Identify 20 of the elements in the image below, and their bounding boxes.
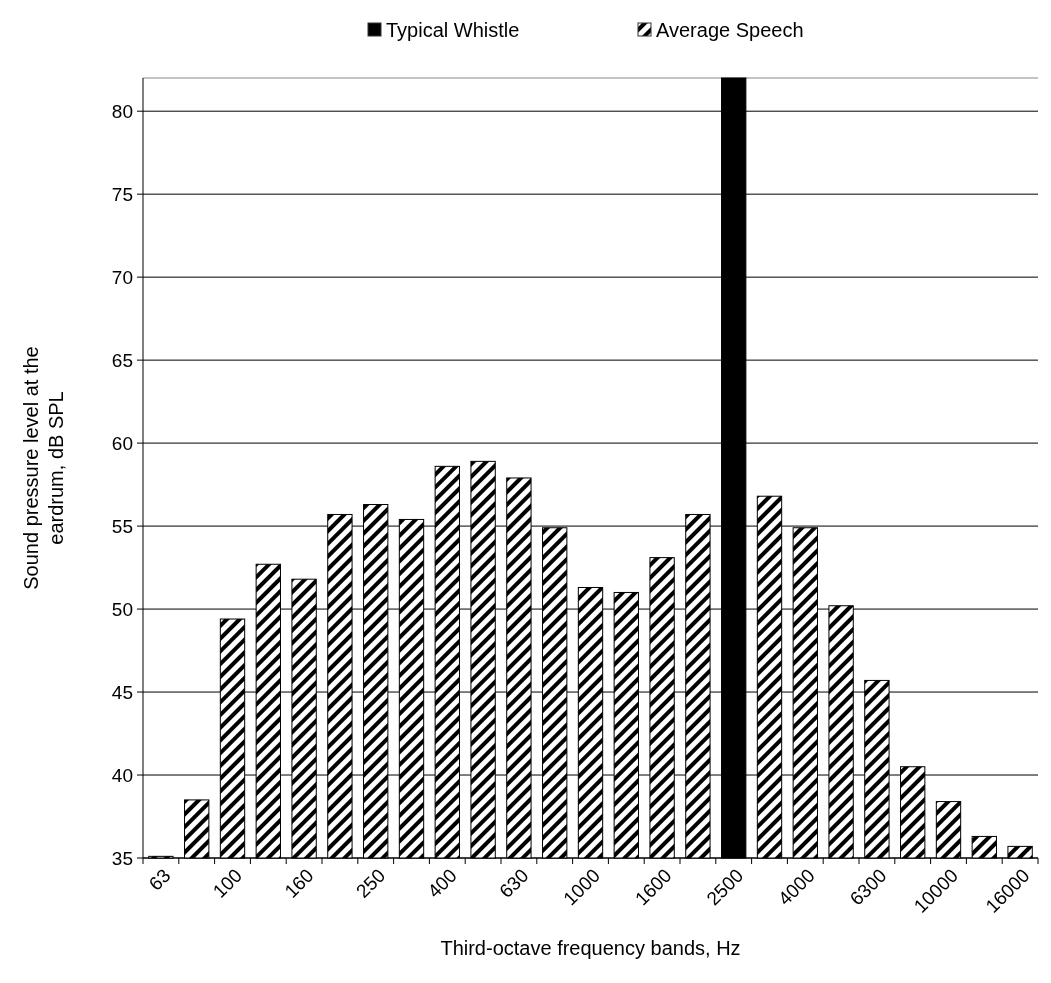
x-tick-label: 100	[208, 864, 247, 902]
x-tick-label: 400	[423, 864, 461, 902]
x-axis-title: Third-octave frequency bands, Hz	[440, 937, 741, 959]
legend-label: Typical Whistle	[386, 19, 520, 41]
legend-label: Average Speech	[656, 19, 804, 41]
y-tick-label: 55	[111, 515, 133, 537]
x-tick-label: 630	[495, 864, 533, 902]
x-tick-label: 160	[280, 864, 318, 902]
y-tick-label: 70	[111, 266, 133, 288]
y-tick-label: 60	[111, 432, 133, 454]
y-tick-label: 40	[111, 764, 133, 786]
y-axis-title: Sound pressure level at the eardrum, dB SPL	[20, 346, 67, 590]
y-tick-label: 65	[111, 349, 133, 371]
y-tick-label: 45	[111, 681, 133, 703]
x-tick-label: 250	[351, 864, 390, 902]
y-tick-label: 35	[111, 847, 133, 869]
y-tick-label: 80	[111, 100, 133, 122]
x-tick-label: 63	[144, 864, 175, 895]
y-tick-label: 50	[111, 598, 133, 620]
y-tick-label: 75	[111, 183, 133, 205]
